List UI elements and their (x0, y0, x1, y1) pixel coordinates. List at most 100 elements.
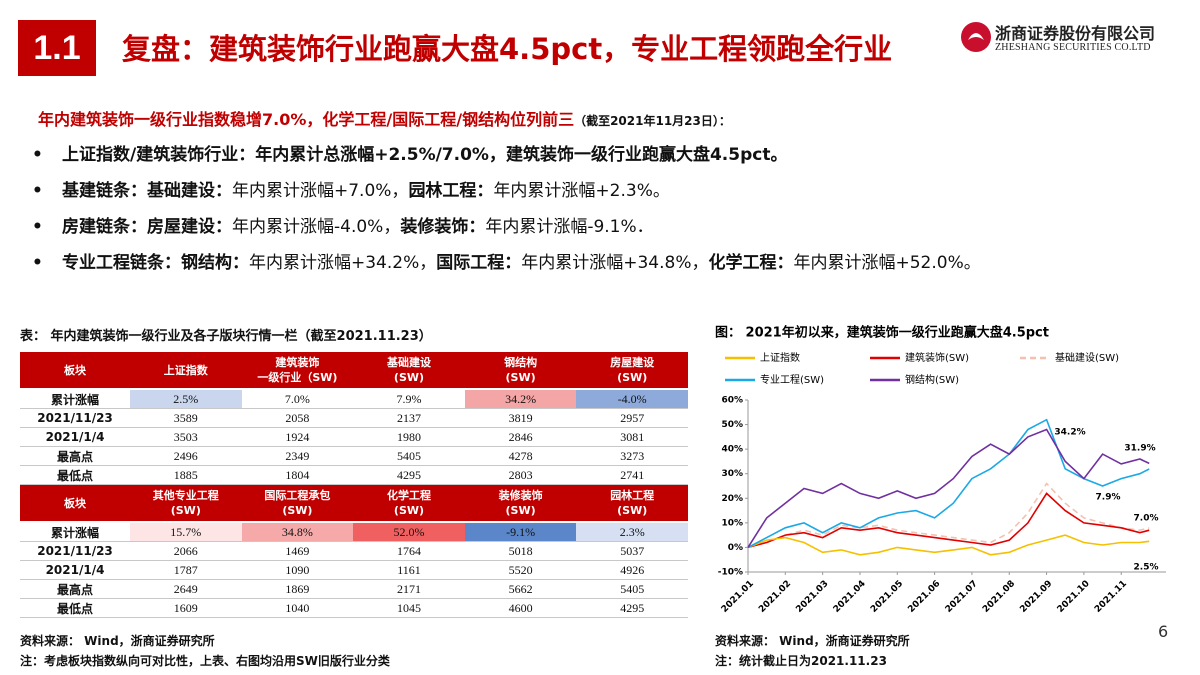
table-cell: 2021/11/23 (20, 541, 130, 561)
legend-label: 专业工程(SW) (760, 373, 824, 386)
table-cell: 最高点 (20, 446, 130, 466)
bullet: 上证指数/建筑装饰行业：年内累计总涨幅+2.5%/7.0%，建筑装饰一级行业跑赢… (32, 140, 981, 176)
table-cell: 1924 (241, 427, 354, 447)
table-cell: 2.3% (576, 522, 688, 542)
y-tick-label: 10% (721, 518, 743, 528)
table-cell: 3589 (130, 408, 242, 428)
table-row: 累计涨幅 15.7% 34.8% 52.0% -9.1% 2.3% (20, 522, 688, 542)
header-cell: 基础建设 (SW) (353, 352, 465, 390)
table-cell: 2349 (241, 446, 354, 466)
table-row: 2021/1/4 1787 1090 1161 5520 4926 (20, 560, 688, 580)
table-cell: 1609 (130, 598, 242, 618)
series-line (747, 492, 1150, 549)
bullet-text: 年内累计涨幅+52.0%。 (793, 253, 981, 273)
table-cell: 累计涨幅 (20, 389, 130, 409)
table-cell: 1980 (353, 427, 465, 447)
table-cell: 5018 (464, 541, 577, 561)
table-cell: 1040 (241, 598, 354, 618)
y-tick-label: -10% (718, 568, 743, 578)
legend-label: 钢结构(SW) (905, 373, 959, 386)
x-tick-label: 2021.09 (1018, 579, 1054, 615)
y-tick-label: 20% (721, 494, 743, 504)
section-number: 1.1 (18, 20, 96, 76)
table-cell: 34.2% (464, 389, 577, 409)
table-row: 2021/11/23 2066 1469 1764 5018 5037 (20, 541, 688, 561)
table-cell: 3273 (576, 446, 688, 466)
bullet-text: 上证指数/建筑装饰行业：年内累计总涨幅+2.5%/7.0%，建筑装饰一级行业跑赢… (62, 145, 788, 165)
table-row: 最高点 2496 2349 5405 4278 3273 (20, 446, 688, 466)
series-line (747, 418, 1150, 549)
bullet-text: 专业工程链条：钢结构： (62, 253, 249, 273)
legend-label: 建筑装饰(SW) (905, 351, 969, 364)
table-cell: 最低点 (20, 598, 130, 618)
table-cell: 52.0% (353, 522, 465, 542)
legend-label: 基础建设(SW) (1055, 351, 1119, 364)
table-cell: 5520 (464, 560, 577, 580)
table-row: 最低点 1885 1804 4295 2803 2741 (20, 465, 688, 485)
bullet-text: 园林工程： (408, 181, 494, 201)
line-chart: 图： 2021年初以来，建筑装饰一级行业跑赢大盘4.5pct 上证指数 建筑装饰(… (715, 325, 1166, 615)
table-title: 表： 年内建筑装饰一级行业及各子版块行情一栏（截至2021.11.23） (20, 329, 432, 344)
legend-label: 上证指数 (760, 351, 800, 364)
table-cell: 4926 (576, 560, 688, 580)
table-cell: 34.8% (241, 522, 354, 542)
bullet-text: 化学工程： (708, 253, 794, 273)
header-cell: 国际工程承包 (SW) (241, 484, 354, 523)
table-source: 资料来源： Wind，浙商证券研究所 (20, 634, 215, 648)
table-cell: 累计涨幅 (20, 522, 130, 542)
series-line (747, 482, 1150, 549)
table-cell: 2.5% (130, 389, 242, 409)
table-cell: 4295 (576, 598, 688, 618)
table-cell: 3081 (576, 427, 688, 447)
table-cell: 2741 (576, 465, 688, 485)
x-tick-label: 2021.02 (757, 579, 793, 615)
table-cell: 7.9% (353, 389, 465, 409)
table-cell: 4600 (464, 598, 577, 618)
bullet-list: 上证指数/建筑装饰行业：年内累计总涨幅+2.5%/7.0%，建筑装饰一级行业跑赢… (32, 140, 981, 284)
annotation: 2.5% (1134, 563, 1159, 573)
series-line (747, 428, 1150, 548)
bullet-text: 年内累计涨幅+7.0%， (232, 181, 409, 201)
table-cell: 最高点 (20, 579, 130, 599)
annotation: 7.9% (1096, 493, 1121, 503)
table-cell: 2171 (353, 579, 465, 599)
bullet-text: 年内累计涨幅-4.0%， (232, 217, 401, 237)
y-tick-label: 50% (721, 420, 743, 430)
table-cell: 5405 (576, 579, 688, 599)
bullet-text: 基建链条：基础建设： (62, 181, 232, 201)
bullet-text: 年内累计涨幅+34.2%， (249, 253, 437, 273)
x-tick-label: 2021.07 (944, 579, 980, 615)
page-number: 6 (1158, 622, 1169, 641)
table-cell: 1804 (241, 465, 354, 485)
bullet-text: 年内累计涨幅+34.8%， (521, 253, 709, 273)
table-cell: 5662 (464, 579, 577, 599)
table-cell: 1885 (130, 465, 242, 485)
table-row: 2021/11/23 3589 2058 2137 3819 2957 (20, 408, 688, 428)
header-cell: 板块 (20, 352, 130, 390)
header-cell: 房屋建设 (SW) (576, 352, 688, 390)
logo-mark (968, 33, 984, 40)
table-row: 最低点 1609 1040 1045 4600 4295 (20, 598, 688, 618)
x-tick-label: 2021.05 (869, 579, 905, 615)
lead: 年内建筑装饰一级行业指数稳增7.0%，化学工程/国际工程/钢结构位列前三（截至2… (38, 106, 731, 130)
chart-title: 图： 2021年初以来，建筑装饰一级行业跑赢大盘4.5pct (715, 325, 1049, 341)
bullet-text: 装修装饰： (400, 217, 486, 237)
header-row: 板块 其他专业工程 (SW) 国际工程承包 (SW) 化学工程 (SW) 装修装饰 (S… (20, 484, 688, 523)
bullet: 基建链条：基础建设：年内累计涨幅+7.0%，园林工程：年内累计涨幅+2.3%。 (32, 176, 981, 212)
annotation: 7.0% (1134, 514, 1159, 524)
header-row: 板块 上证指数 建筑装饰 一级行业（SW) 基础建设 (SW) 钢结构 (SW) 房屋建设… (20, 352, 688, 390)
chart-source: 资料来源： Wind，浙商证券研究所 (715, 634, 910, 648)
table-cell: 2021/1/4 (20, 427, 130, 447)
x-tick-label: 2021.04 (832, 579, 868, 615)
table-cell: 1764 (353, 541, 465, 561)
table-cell: 2496 (130, 446, 242, 466)
table-cell: 5405 (353, 446, 465, 466)
table-cell: 2058 (241, 408, 354, 428)
bullet-text: 年内累计涨幅-9.1%． (485, 217, 654, 237)
header-cell: 钢结构 (SW) (464, 352, 577, 390)
table-cell: 1045 (353, 598, 465, 618)
bullet-text: 国际工程： (436, 253, 522, 273)
table-cell: 2021/11/23 (20, 408, 130, 428)
x-tick-label: 2021.01 (720, 579, 756, 615)
